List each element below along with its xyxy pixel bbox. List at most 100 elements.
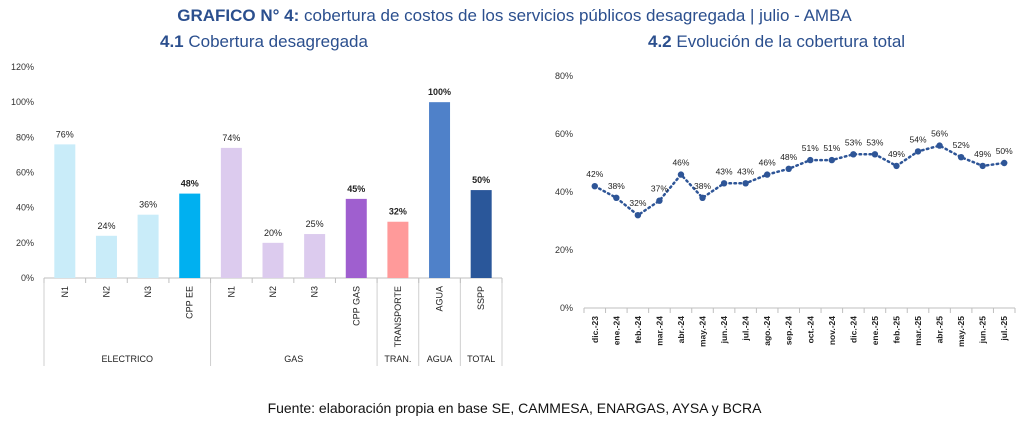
line-point	[914, 148, 922, 155]
subtitle-left-num: 4.1	[160, 32, 184, 51]
line-data-label: 51%	[823, 143, 840, 153]
line-x-label: jul.-25	[999, 316, 1009, 342]
line-x-label: oct.-24	[805, 316, 815, 344]
line-x-label: abr.-25	[935, 316, 945, 344]
source-note: Fuente: elaboración propia en base SE, C…	[267, 400, 762, 416]
line-point	[763, 171, 771, 178]
bar-category-label: N1	[60, 286, 70, 298]
line-y-tick-label: 0%	[560, 303, 573, 313]
line-x-label: may.-24	[698, 316, 708, 347]
bar-data-label: 36%	[139, 200, 157, 210]
bar-category-label: N3	[310, 286, 320, 298]
bar-y-tick-label: 0%	[21, 273, 34, 283]
bar	[387, 221, 409, 278]
line-point	[807, 156, 814, 164]
line-x-label: ago.-24	[762, 316, 772, 346]
line-x-label: mar.-24	[654, 316, 664, 346]
line-x-label: ene.-25	[870, 316, 880, 346]
bar-y-tick-label: 40%	[16, 203, 34, 213]
line-y-tick-label: 60%	[555, 129, 573, 139]
bar-group-label: TRAN.	[384, 354, 411, 364]
line-data-label: 54%	[910, 134, 927, 144]
bar-category-label: CPP EE	[185, 286, 195, 319]
line-y-tick-label: 80%	[555, 71, 573, 81]
line-data-label: 53%	[845, 137, 862, 147]
bar-y-tick-label: 100%	[11, 97, 34, 107]
bar	[137, 214, 159, 278]
line-x-label: dic.-24	[848, 316, 858, 343]
line-y-tick-label: 20%	[555, 245, 573, 255]
line-data-label: 48%	[780, 152, 797, 162]
line-point	[699, 194, 706, 201]
bar-category-label: CPP GAS	[351, 286, 361, 326]
bar-data-label: 100%	[428, 87, 451, 97]
subtitle-left: 4.1 Cobertura desagregada	[160, 32, 368, 52]
line-data-label: 56%	[931, 129, 948, 139]
bar	[345, 198, 367, 278]
bar-data-label: 25%	[306, 219, 324, 229]
line-data-label: 49%	[888, 149, 905, 159]
line-point	[656, 197, 663, 204]
subtitle-right-num: 4.2	[648, 32, 672, 51]
line-data-label: 38%	[608, 181, 625, 191]
bar-group-label: TOTAL	[467, 354, 495, 364]
bar	[470, 190, 492, 278]
line-data-label: 53%	[866, 137, 883, 147]
bar	[262, 242, 284, 278]
subtitle-left-text: Cobertura desagregada	[183, 32, 368, 51]
line-data-label: 43%	[716, 166, 733, 176]
line-x-label: may.-25	[956, 316, 966, 347]
subtitle-right: 4.2 Evolución de la cobertura total	[648, 32, 905, 52]
line-data-label: 46%	[759, 158, 776, 168]
bar-category-label: SSPP	[476, 286, 486, 310]
bar-category-label: TRANSPORTE	[393, 286, 403, 347]
line-x-label: mar.-25	[913, 316, 923, 346]
line-data-label: 42%	[586, 169, 603, 179]
bar-y-tick-label: 120%	[11, 62, 34, 72]
line-point	[828, 156, 836, 164]
bar-category-label: N3	[143, 286, 153, 298]
line-x-label: jun.-25	[978, 316, 988, 345]
line-x-label: ene.-24	[611, 316, 621, 346]
bar-data-label: 20%	[264, 228, 282, 238]
bar	[304, 234, 326, 278]
line-point	[677, 171, 685, 178]
line-data-label: 51%	[802, 143, 819, 153]
line-data-label: 49%	[974, 149, 991, 159]
line-data-label: 52%	[953, 140, 970, 150]
line-point	[613, 194, 620, 201]
bar-data-label: 48%	[181, 179, 199, 189]
line-x-label: nov.-24	[827, 316, 837, 345]
line-point	[742, 180, 749, 187]
line-point	[1001, 159, 1008, 167]
bar-group-label: ELECTRICO	[102, 354, 154, 364]
line-point	[591, 183, 598, 190]
line-point	[871, 151, 879, 158]
line-point	[785, 165, 792, 172]
line-x-label: jul.-24	[741, 316, 751, 342]
bar	[54, 144, 76, 278]
line-point	[893, 162, 900, 170]
line-point	[850, 151, 857, 158]
bar-category-label: AGUA	[435, 286, 445, 312]
line-data-label: 37%	[651, 184, 668, 194]
bar-y-tick-label: 80%	[16, 132, 34, 142]
line-x-label: feb.-24	[633, 316, 643, 344]
bar	[429, 102, 451, 279]
line-x-label: sep.-24	[784, 316, 794, 346]
bar-category-label: N2	[268, 286, 278, 298]
figure-title-bold: GRAFICO N° 4:	[177, 6, 300, 25]
line-point	[957, 154, 965, 161]
bar-data-label: 76%	[56, 129, 74, 139]
line-data-label: 32%	[629, 198, 646, 208]
bar-group-label: GAS	[284, 354, 303, 364]
line-x-label: dic.-23	[590, 316, 600, 343]
bar-category-label: N1	[226, 286, 236, 298]
figure-title-rest: cobertura de costos de los servicios púb…	[299, 6, 852, 25]
subtitle-right-text: Evolución de la cobertura total	[671, 32, 906, 51]
line-series	[593, 144, 1006, 217]
bar	[95, 235, 117, 278]
bar-y-tick-label: 20%	[16, 238, 34, 248]
line-data-label: 38%	[694, 181, 711, 191]
